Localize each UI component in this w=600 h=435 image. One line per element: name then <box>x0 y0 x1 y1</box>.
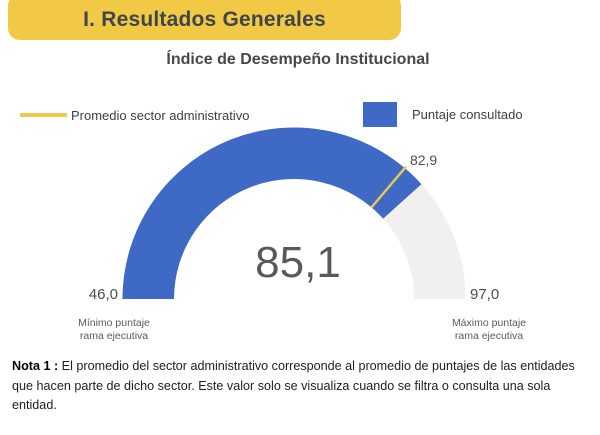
gauge-max-value: 97,0 <box>470 286 500 303</box>
section-banner: I. Resultados Generales <box>8 0 401 40</box>
footnote-label: Nota 1 : <box>12 359 59 373</box>
legend-item-promedio: Promedio sector administrativo <box>20 107 249 123</box>
gauge-max-caption: Máximo puntaje rama ejecutiva <box>413 317 565 343</box>
legend-line-swatch <box>20 113 67 117</box>
section-title: I. Resultados Generales <box>83 7 326 31</box>
gauge-value: 85,1 <box>255 238 341 287</box>
min-caption-line1: Mínimo puntaje <box>78 317 150 329</box>
chart-title: Índice de Desempeño Institucional <box>166 51 430 68</box>
footnote-text: El promedio del sector administrativo co… <box>12 359 575 412</box>
max-caption-line2: rama ejecutiva <box>454 330 524 342</box>
gauge-min-caption: Mínimo puntaje rama ejecutiva <box>38 317 190 343</box>
gauge-marker-label: 82,9 <box>409 151 438 168</box>
min-caption-line2: rama ejecutiva <box>79 330 149 342</box>
legend-square-swatch <box>363 102 397 127</box>
legend-label-puntaje: Puntaje consultado <box>412 107 523 122</box>
footnote: Nota 1 : El promedio del sector administ… <box>12 357 594 416</box>
gauge-min-value: 46,0 <box>88 286 118 303</box>
gauge-chart <box>122 127 466 299</box>
max-caption-line1: Máximo puntaje <box>451 317 527 329</box>
legend-label-promedio: Promedio sector administrativo <box>71 107 250 123</box>
legend-item-puntaje: Puntaje consultado <box>363 102 523 127</box>
